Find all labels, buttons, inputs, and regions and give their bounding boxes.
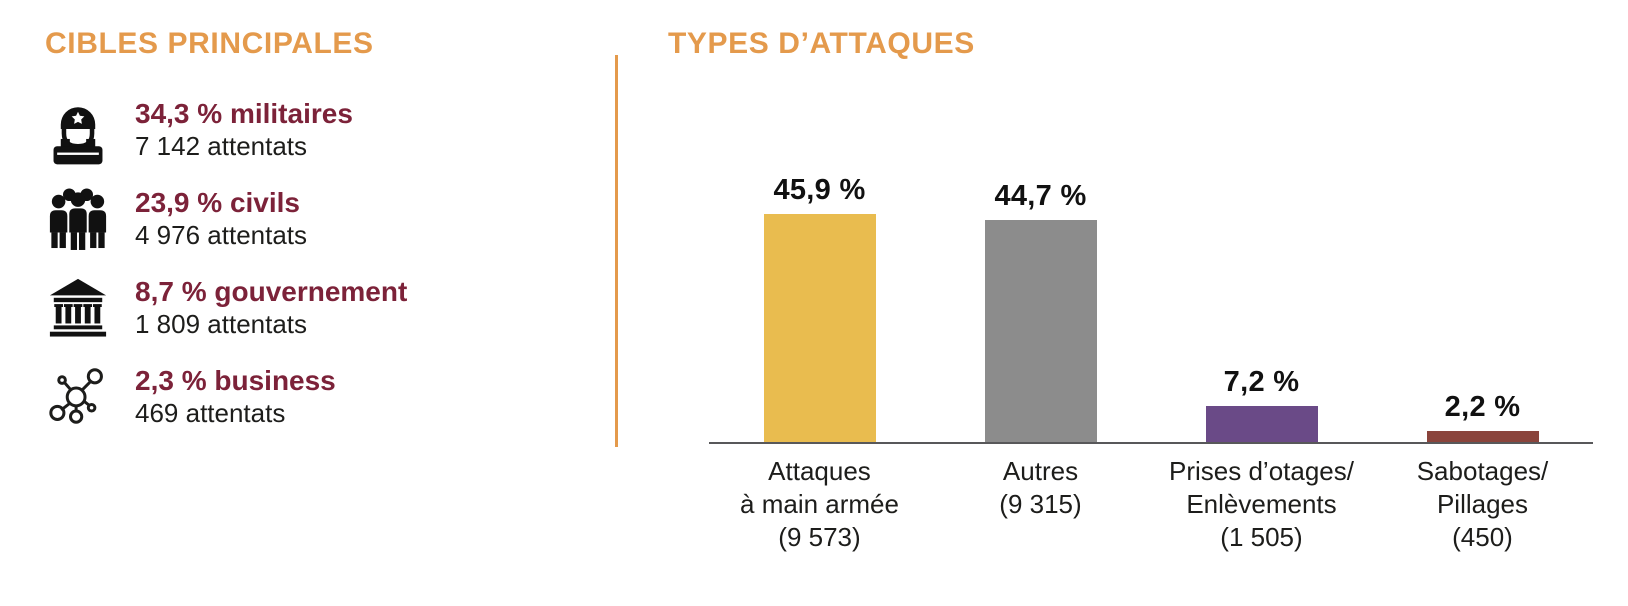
target-item: 23,9 % civils 4 976 attentats <box>45 181 407 255</box>
chart-x-axis-line <box>709 442 1593 444</box>
bar <box>763 214 876 442</box>
target-percent-label: 2,3 % business <box>135 364 336 396</box>
target-text: 23,9 % civils 4 976 attentats <box>135 186 307 251</box>
bar-category-label: Attaques à main armée (9 573) <box>740 456 899 552</box>
bar-group: 2,2 % <box>1372 391 1593 442</box>
target-count-label: 469 attentats <box>135 397 286 428</box>
network-icon <box>45 359 111 433</box>
chart-plot-area: 45,9 % 44,7 % 7,2 % 2,2 % <box>709 155 1593 442</box>
bar-value-label: 7,2 % <box>1223 366 1300 398</box>
targets-title: CIBLES PRINCIPALES <box>45 27 374 60</box>
target-item: 8,7 % gouvernement 1 809 attentats <box>45 270 407 344</box>
bar-group: 44,7 % <box>930 180 1151 442</box>
target-count-label: 4 976 attentats <box>135 219 308 250</box>
target-text: 34,3 % militaires 7 142 attentats <box>135 97 353 162</box>
target-item: 34,3 % militaires 7 142 attentats <box>45 92 407 166</box>
bar <box>1205 406 1318 442</box>
bar-group: 45,9 % <box>709 174 930 442</box>
target-count-label: 1 809 attentats <box>135 308 308 339</box>
target-text: 8,7 % gouvernement 1 809 attentats <box>135 275 407 340</box>
section-divider <box>615 55 618 447</box>
bar <box>1426 431 1539 442</box>
bar-category-label: Autres (9 315) <box>999 456 1082 519</box>
bar-category-label: Prises d’otages/ Enlèvements (1 505) <box>1169 456 1354 552</box>
bank-icon <box>45 270 111 344</box>
bar <box>984 220 1097 442</box>
target-item: 2,3 % business 469 attentats <box>45 359 407 433</box>
target-percent-label: 23,9 % civils <box>135 186 301 218</box>
targets-list: 34,3 % militaires 7 142 attentats 23,9 % c… <box>45 92 407 433</box>
people-group-icon <box>45 181 111 255</box>
soldier-icon <box>45 92 111 166</box>
target-count-label: 7 142 attentats <box>135 130 308 161</box>
bar-value-label: 2,2 % <box>1444 391 1521 423</box>
bar-value-label: 45,9 % <box>773 174 866 206</box>
target-percent-label: 34,3 % militaires <box>135 97 353 129</box>
target-percent-label: 8,7 % gouvernement <box>135 275 408 307</box>
attacks-title: TYPES D’ATTAQUES <box>668 27 975 60</box>
attack-types-bar-chart: 45,9 % 44,7 % 7,2 % 2,2 % Attaques à main a… <box>709 155 1593 554</box>
bar-category-label: Sabotages/ Pillages (450) <box>1416 456 1549 552</box>
bar-value-label: 44,7 % <box>994 180 1087 212</box>
target-text: 2,3 % business 469 attentats <box>135 364 336 429</box>
bar-group: 7,2 % <box>1151 366 1372 442</box>
chart-category-labels: Attaques à main armée (9 573) Autres (9 3… <box>709 444 1593 554</box>
